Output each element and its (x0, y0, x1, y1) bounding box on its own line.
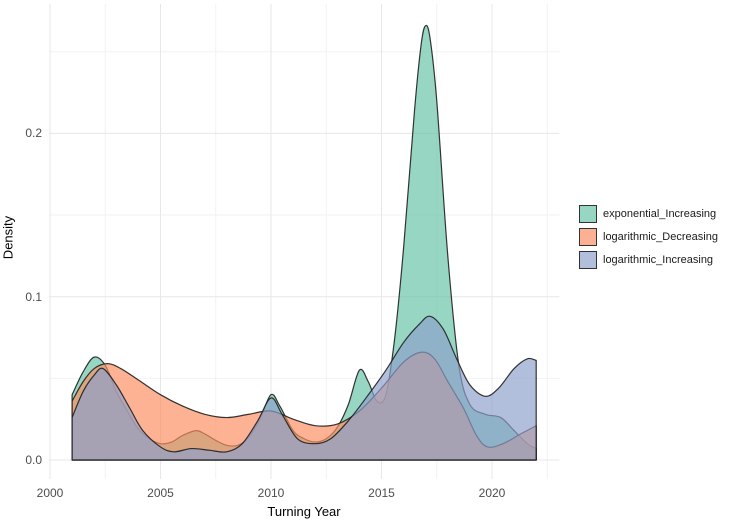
x-tick-label-2010: 2010 (257, 486, 285, 500)
legend: exponential_Increasing logarithmic_Decrea… (579, 205, 718, 269)
legend-item-exponential_Increasing: exponential_Increasing (579, 205, 718, 223)
legend-swatch-logarithmic_Increasing (579, 251, 597, 269)
x-axis-title: Turning Year (267, 504, 341, 519)
legend-item-logarithmic_Increasing: logarithmic_Increasing (579, 251, 718, 269)
density-areas (71, 24, 537, 461)
legend-label: exponential_Increasing (603, 208, 717, 220)
x-tick-label-2000: 2000 (36, 486, 64, 500)
legend-swatch-logarithmic_Decreasing (579, 228, 597, 246)
x-tick-label-2015: 2015 (368, 486, 395, 500)
legend-label: logarithmic_Increasing (603, 254, 714, 266)
x-tick-label-2020: 2020 (478, 486, 506, 500)
y-axis-title: Density (0, 215, 16, 260)
y-tick-label-0.0: 0.0 (25, 453, 42, 467)
legend-item-logarithmic_Decreasing: logarithmic_Decreasing (579, 228, 718, 246)
x-tick-label-2005: 2005 (147, 486, 174, 500)
density-area-logarithmic_Increasing (71, 315, 537, 461)
y-tick-label-0.1: 0.1 (25, 289, 42, 304)
legend-swatch-exponential_Increasing (579, 205, 597, 223)
y-tick-label-0.2: 0.2 (25, 126, 42, 141)
legend-label: logarithmic_Decreasing (603, 231, 718, 243)
